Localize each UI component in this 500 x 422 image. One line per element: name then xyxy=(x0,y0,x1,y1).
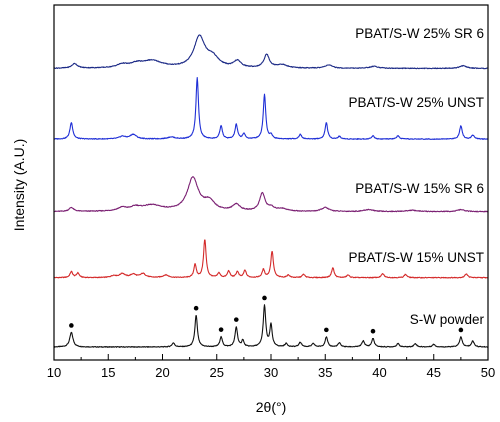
peak-marker-3 xyxy=(233,317,239,322)
x-axis-title: 2θ(°) xyxy=(256,399,287,415)
x-tick-label: 45 xyxy=(427,365,441,380)
x-tick-label: 15 xyxy=(101,365,115,380)
peak-marker-7 xyxy=(458,327,464,333)
x-tick-label: 50 xyxy=(481,365,495,380)
series-label-3: PBAT/S-W 25% UNST xyxy=(348,95,484,110)
peak-marker-0 xyxy=(69,323,74,328)
x-tick-label: 20 xyxy=(155,365,169,380)
series-line-2 xyxy=(53,176,489,213)
series-labels-group: S-W powder PBAT/S-W 15% UNST PBAT/S-W 15% … xyxy=(348,26,484,327)
x-tick-label: 40 xyxy=(372,365,386,380)
peak-marker-5 xyxy=(324,327,329,333)
x-tick-label: 30 xyxy=(264,365,278,380)
peak-marker-1 xyxy=(193,305,199,311)
peak-marker-2 xyxy=(218,327,224,332)
x-tick-label: 35 xyxy=(318,365,332,380)
series-label-4: PBAT/S-W 25% SR 6 xyxy=(355,26,484,41)
peak-marker-6 xyxy=(370,328,376,334)
series-line-1 xyxy=(53,239,489,279)
markers-group xyxy=(69,295,464,334)
series-label-0: S-W powder xyxy=(410,312,485,327)
series-label-2: PBAT/S-W 15% SR 6 xyxy=(355,181,484,196)
series-line-4 xyxy=(53,34,489,70)
x-tick-label: 10 xyxy=(47,365,61,380)
x-tick-label: 25 xyxy=(210,365,224,380)
peak-marker-4 xyxy=(262,295,267,301)
x-axis-ticks: 10 15 20 25 30 35 40 45 50 xyxy=(47,354,495,380)
series-line-0 xyxy=(53,304,489,348)
traces-group xyxy=(53,34,489,348)
series-line-3 xyxy=(53,77,489,140)
series-label-1: PBAT/S-W 15% UNST xyxy=(348,250,484,265)
y-axis-title: Intensity (A.U.) xyxy=(11,139,27,232)
